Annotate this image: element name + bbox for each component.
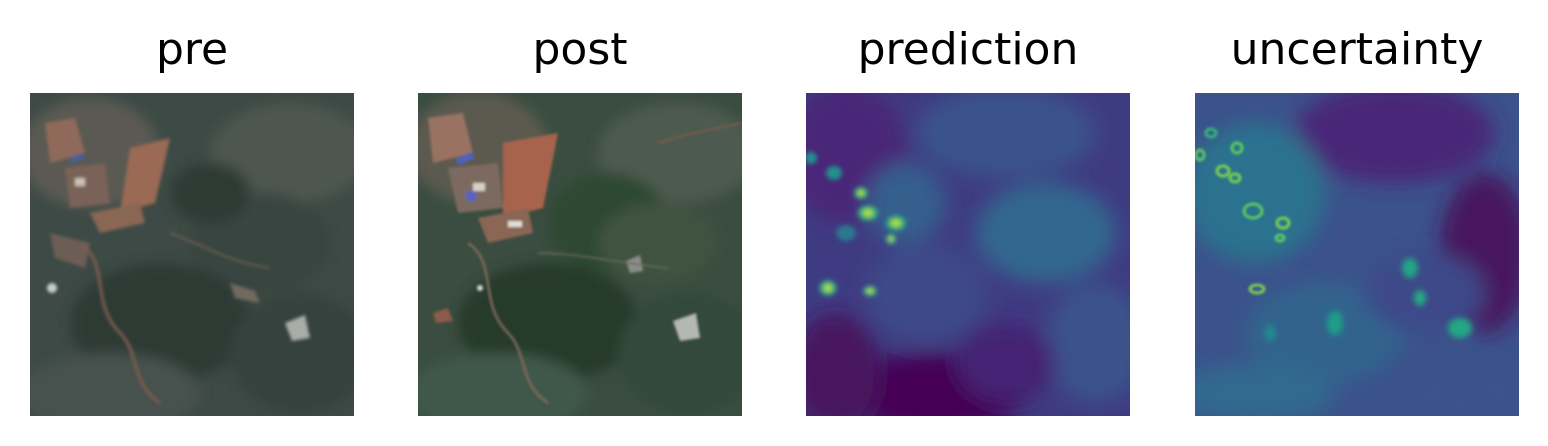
uncertainty-heatmap xyxy=(1195,93,1519,416)
prediction-heatmap xyxy=(806,93,1130,416)
panel-prediction: prediction xyxy=(806,0,1130,446)
panel-title-prediction: prediction xyxy=(857,24,1079,75)
panel-title-post: post xyxy=(532,24,628,75)
panel-post: post xyxy=(418,0,742,446)
panel-title-pre: pre xyxy=(155,24,229,75)
pre-satellite-image xyxy=(30,93,354,416)
panel-pre: pre xyxy=(30,0,354,446)
panel-uncertainty: uncertainty xyxy=(1195,0,1519,446)
panel-title-uncertainty: uncertainty xyxy=(1230,24,1484,75)
post-satellite-image xyxy=(418,93,742,416)
